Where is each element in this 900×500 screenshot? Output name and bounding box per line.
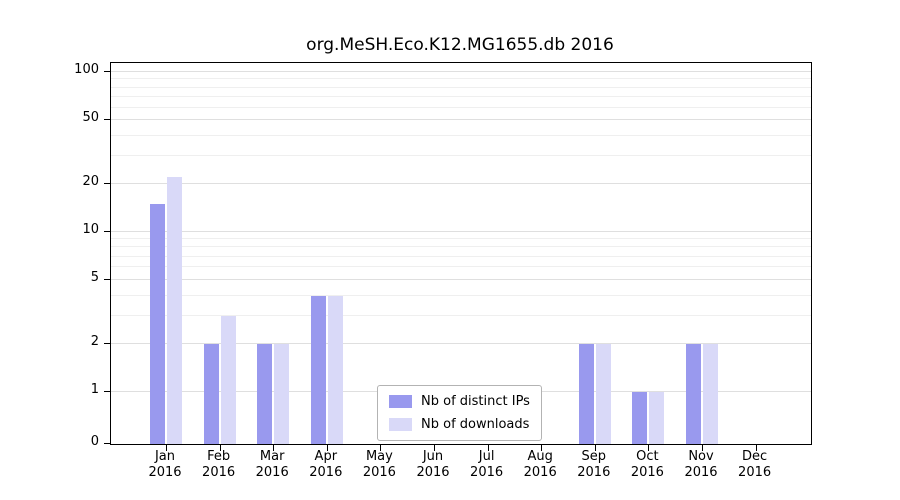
gridline-minor bbox=[111, 134, 811, 136]
legend-entry: Nb of downloads bbox=[389, 417, 530, 432]
legend: Nb of distinct IPs Nb of downloads bbox=[377, 385, 542, 441]
x-tick-label: Sep 2016 bbox=[577, 449, 611, 480]
y-tick-mark bbox=[104, 443, 110, 444]
x-tick-mark bbox=[273, 445, 275, 451]
gridline-minor bbox=[111, 95, 811, 97]
x-tick-label: Dec 2016 bbox=[738, 449, 772, 480]
gridline-major bbox=[111, 182, 811, 184]
bar-nb-of-downloads-sep bbox=[595, 343, 611, 444]
y-tick-label: 10 bbox=[82, 221, 99, 237]
x-tick-mark bbox=[434, 445, 435, 451]
gridline-minor bbox=[111, 266, 811, 268]
x-tick-label: Aug 2016 bbox=[523, 449, 557, 480]
y-tick-label: 5 bbox=[90, 270, 99, 286]
gridline-minor bbox=[111, 314, 811, 316]
x-tick-mark bbox=[326, 445, 328, 451]
y-tick-mark bbox=[104, 230, 110, 232]
x-tick-label: May 2016 bbox=[362, 449, 396, 480]
x-tick-label: Jun 2016 bbox=[416, 449, 450, 480]
y-tick-mark bbox=[104, 279, 110, 281]
x-tick-mark bbox=[380, 445, 382, 451]
y-tick-mark bbox=[104, 342, 110, 344]
y-tick-label: 50 bbox=[82, 110, 99, 126]
y-tick-label: 100 bbox=[74, 62, 99, 77]
y-tick-mark bbox=[104, 182, 110, 184]
gridline-major bbox=[111, 342, 811, 344]
bar-nb-of-distinct-ips-mar bbox=[257, 343, 273, 444]
gridline-minor bbox=[111, 154, 811, 156]
y-tick-label: 0 bbox=[90, 434, 99, 449]
gridline-major bbox=[111, 279, 811, 281]
gridline-minor bbox=[111, 246, 811, 248]
gridline-minor bbox=[111, 238, 811, 240]
x-tick-mark bbox=[219, 445, 221, 451]
bar-nb-of-distinct-ips-oct bbox=[632, 391, 648, 444]
legend-entry: Nb of distinct IPs bbox=[389, 394, 530, 409]
bar-nb-of-downloads-apr bbox=[327, 295, 343, 444]
x-tick-mark bbox=[487, 445, 489, 451]
y-tick-mark bbox=[104, 119, 110, 121]
gridline-minor bbox=[111, 294, 811, 296]
x-tick-label: Apr 2016 bbox=[309, 449, 343, 480]
x-tick-label: Oct 2016 bbox=[630, 449, 664, 480]
gridline-minor bbox=[111, 255, 811, 257]
x-tick-label: Jul 2016 bbox=[470, 449, 504, 480]
gridline-major bbox=[111, 230, 811, 232]
bar-nb-of-distinct-ips-nov bbox=[686, 343, 701, 444]
bar-nb-of-distinct-ips-feb bbox=[203, 343, 219, 444]
gridline-minor bbox=[111, 86, 811, 88]
bar-nb-of-downloads-jan bbox=[167, 177, 182, 444]
bar-nb-of-downloads-oct bbox=[649, 391, 665, 444]
x-tick-mark bbox=[541, 445, 543, 451]
gridline-minor bbox=[111, 78, 811, 80]
y-tick-label: 20 bbox=[82, 173, 99, 189]
bar-nb-of-downloads-mar bbox=[274, 343, 290, 444]
x-axis-tick-labels: Jan 2016 Feb 2016 Mar 2016 Apr 2016 May 2016 Jun 20… bbox=[110, 449, 810, 489]
x-tick-label: Feb 2016 bbox=[202, 449, 236, 480]
legend-label: Nb of downloads bbox=[421, 417, 530, 432]
x-tick-mark bbox=[702, 445, 703, 451]
gridline-major bbox=[111, 71, 811, 72]
bar-nb-of-distinct-ips-apr bbox=[310, 295, 326, 444]
x-tick-mark bbox=[755, 445, 757, 451]
y-tick-label: 2 bbox=[90, 333, 99, 349]
gridline-major bbox=[111, 119, 811, 121]
x-tick-mark bbox=[594, 445, 596, 451]
plot-area: Nb of distinct IPs Nb of downloads bbox=[104, 62, 812, 451]
x-tick-label: Jan 2016 bbox=[148, 449, 182, 480]
legend-swatch bbox=[389, 395, 412, 408]
bar-nb-of-downloads-feb bbox=[220, 315, 236, 444]
y-axis-tick-labels: 0 1 2 5 10 20 50 100 bbox=[0, 62, 99, 449]
bar-nb-of-distinct-ips-jan bbox=[150, 203, 165, 444]
y-tick-mark bbox=[104, 390, 110, 392]
legend-swatch bbox=[389, 418, 412, 431]
gridline-minor bbox=[111, 106, 811, 108]
x-tick-label: Nov 2016 bbox=[684, 449, 718, 480]
x-tick-mark bbox=[166, 445, 167, 451]
x-tick-mark bbox=[648, 445, 650, 451]
bar-nb-of-downloads-nov bbox=[703, 343, 718, 444]
x-tick-label: Mar 2016 bbox=[255, 449, 289, 480]
y-tick-label: 1 bbox=[90, 381, 99, 397]
legend-label: Nb of distinct IPs bbox=[421, 394, 530, 409]
chart-title: org.MeSH.Eco.K12.MG1655.db 2016 bbox=[306, 35, 614, 55]
bar-nb-of-distinct-ips-sep bbox=[578, 343, 594, 444]
y-tick-mark bbox=[104, 71, 110, 72]
